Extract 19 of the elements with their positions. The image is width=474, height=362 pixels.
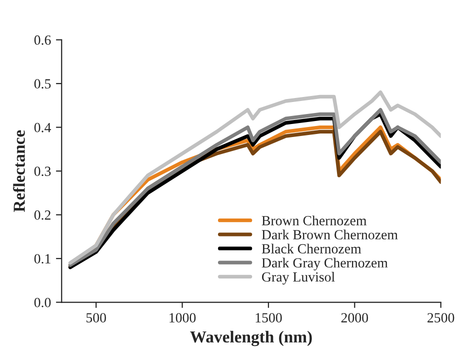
y-tick-label: 0.0	[34, 298, 51, 308]
x-tick-label: 2500	[428, 313, 454, 322]
x-tick-label: 500	[86, 313, 106, 322]
y-tick-label: 0.4	[34, 122, 51, 132]
legend-label: Black Chernozem	[262, 244, 362, 254]
x-tick-label: 1000	[170, 313, 196, 322]
y-tick-label: 0.3	[34, 166, 51, 176]
legend-label: Dark Brown Chernozem	[262, 230, 398, 240]
x-tick-label: 1500	[256, 313, 282, 322]
y-tick-label: 0.5	[34, 79, 51, 89]
y-axis-title: Reflectance	[13, 130, 25, 212]
y-tick-label: 0.6	[34, 35, 51, 45]
legend-label: Gray Luvisol	[262, 272, 335, 285]
x-axis-title: Wavelength (nm)	[190, 330, 312, 346]
y-tick-label: 0.2	[34, 210, 50, 220]
x-tick-label: 2000	[341, 313, 368, 322]
legend-label: Brown Chernozem	[262, 216, 367, 226]
y-tick-label: 0.1	[34, 254, 50, 264]
legend-label: Dark Gray Chernozem	[262, 258, 388, 270]
